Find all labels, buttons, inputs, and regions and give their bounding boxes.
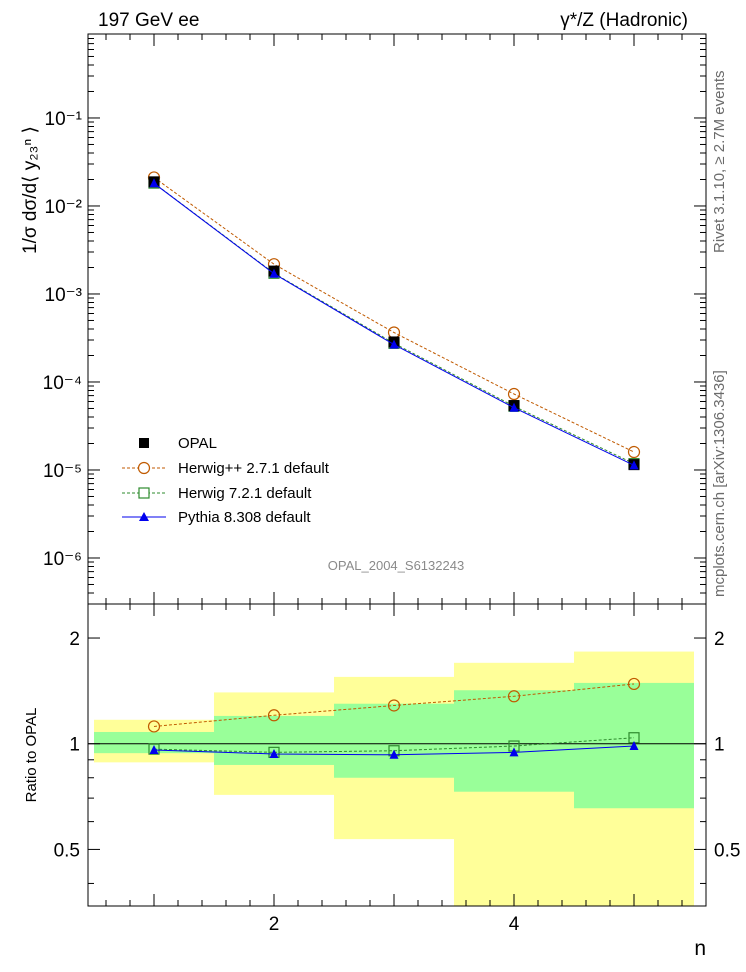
ratio-y-tick-label: 2 (69, 629, 80, 650)
ratio-point-herwigpp (627, 677, 641, 691)
ratio-y-tick-label: 1 (69, 735, 80, 756)
main-point-herwigpp (507, 387, 521, 401)
ratio-series-pythia (149, 741, 639, 759)
main-point-herwigpp (627, 445, 641, 459)
main-series-herwigpp (147, 171, 641, 459)
main-line-herwig7 (153, 182, 635, 465)
ratio-series-herwigpp (147, 677, 641, 733)
main-point-pythia (389, 339, 399, 349)
x-axis-label: n (694, 937, 706, 960)
legend: OPAL Herwig++ 2.7.1 default Herwig 7.2.1… (122, 435, 330, 526)
legend-marker-pythia (139, 512, 149, 521)
main-y-axis-label: 1/σ dσ/d⟨ y₂₃ⁿ ⟩ (20, 126, 41, 254)
ratio-point-pythia (269, 748, 279, 758)
ratio-y-axis-label: Ratio to OPAL (23, 708, 40, 803)
ratio-plot-frame (87, 603, 707, 907)
ratio-x-tick-label: 2 (269, 914, 280, 935)
legend-item-pythia: Pythia 8.308 default (122, 509, 311, 526)
ratio-point-herwigpp (387, 699, 401, 712)
plot-title-left: 197 GeV ee (98, 10, 199, 31)
ratio-point-pythia (629, 741, 639, 751)
ratio-line-herwigpp (153, 683, 635, 727)
main-y-tick-label: 10⁻⁴ (43, 373, 82, 394)
main-line-herwigpp (153, 177, 635, 453)
legend-marker-opal (139, 438, 149, 448)
main-y-tick-label: 10⁻⁶ (43, 549, 82, 570)
legend-label-pythia: Pythia 8.308 default (178, 509, 311, 526)
main-y-tick-label: 10⁻² (45, 197, 83, 218)
ratio-point-pythia (389, 749, 399, 759)
ratio-point-herwigpp (147, 720, 161, 733)
main-series-herwig7 (148, 177, 640, 470)
ratio-point-herwigpp (267, 709, 281, 722)
main-point-pythia (269, 268, 279, 278)
main-point-pythia (629, 460, 639, 470)
ratio-point-pythia (509, 747, 519, 757)
mcplots-credit-label: mcplots.cern.ch [arXiv:1306.3436] (711, 370, 728, 597)
main-y-tick-label: 10⁻³ (45, 285, 83, 306)
main-point-pythia (509, 402, 519, 412)
main-y-tick-label: 10⁻⁵ (43, 461, 82, 482)
ratio-point-herwigpp (507, 690, 521, 703)
plot-title-right: γ*/Z (Hadronic) (560, 10, 688, 31)
ratio-band-inner (94, 731, 214, 754)
legend-marker-herwigpp (137, 461, 151, 475)
ratio-y-tick-label-right: 2 (714, 629, 725, 650)
ratio-point-pythia (149, 744, 159, 754)
legend-item-herwig7: Herwig 7.2.1 default (122, 485, 312, 502)
legend-marker-herwig7 (138, 487, 150, 499)
main-series-pythia (149, 178, 639, 470)
main-plot-panel: 10⁻⁶ 10⁻⁵ 10⁻⁴ 10⁻³ 10⁻² 10⁻¹ 1/σ dσ/d⟨ y₂₃ⁿ … (20, 33, 707, 605)
ratio-y-tick-label-right: 1 (714, 735, 725, 756)
ratio-point-herwig7 (148, 743, 160, 755)
legend-label-herwigpp: Herwig++ 2.7.1 default (178, 460, 330, 477)
main-series-opal (148, 176, 640, 471)
ratio-plot-panel: 0.5 0.5 1 1 2 2 2 4 Ratio to OPAL n (23, 603, 740, 960)
main-line-pythia (153, 182, 635, 466)
ratio-x-tick-label: 4 (509, 914, 520, 935)
legend-label-herwig7: Herwig 7.2.1 default (178, 485, 312, 502)
ratio-y-tick-label-right: 0.5 (714, 840, 740, 861)
ratio-band-inner (334, 703, 454, 778)
legend-item-opal: OPAL (139, 435, 217, 452)
ratio-y-tick-label: 0.5 (54, 840, 80, 861)
rivet-version-label: Rivet 3.1.10, ≥ 2.7M events (711, 71, 728, 254)
analysis-id-label: OPAL_2004_S6132243 (328, 558, 464, 573)
legend-item-herwigpp: Herwig++ 2.7.1 default (122, 460, 330, 477)
legend-label-opal: OPAL (178, 435, 217, 452)
main-y-tick-label: 10⁻¹ (45, 109, 83, 130)
main-point-pythia (149, 178, 159, 188)
